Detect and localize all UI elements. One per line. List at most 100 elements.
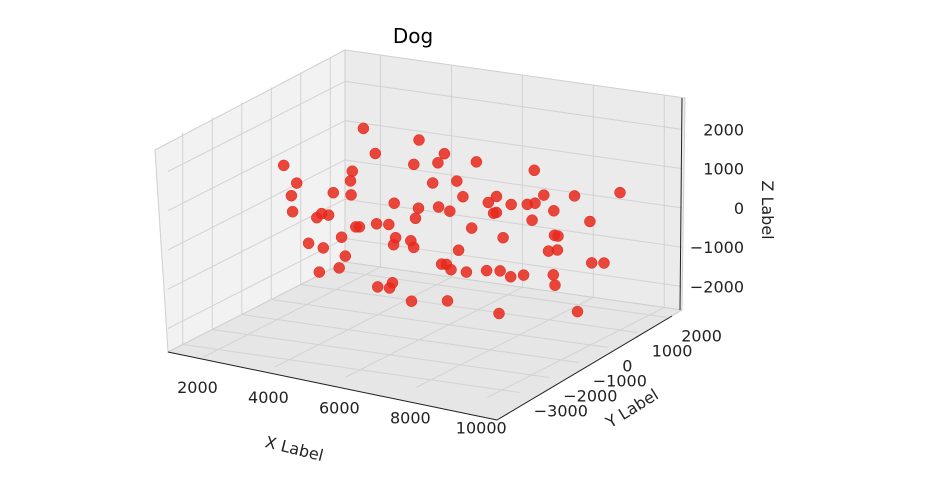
data-point: [465, 222, 478, 234]
data-point: [451, 175, 463, 187]
data-point: [345, 189, 357, 201]
z-tick-label: 1000: [703, 160, 744, 179]
x-axis-label: X Label: [263, 432, 325, 465]
grid-line: [212, 329, 550, 378]
data-point: [482, 196, 495, 209]
data-point: [452, 244, 465, 256]
data-point: [302, 237, 315, 250]
data-point: [286, 205, 299, 218]
grid-line: [241, 314, 579, 363]
x-tick-label: 10000: [456, 418, 507, 437]
grid-line: [344, 80, 683, 130]
data-point: [335, 231, 348, 243]
data-point: [548, 205, 560, 217]
z-tick-label: 0: [734, 199, 744, 218]
data-point: [571, 305, 584, 318]
data-point: [333, 262, 345, 274]
grid-line: [345, 286, 523, 378]
data-point: [383, 282, 396, 294]
data-point: [598, 257, 610, 269]
data-point: [460, 266, 473, 278]
data-point: [538, 189, 550, 201]
data-point: [568, 190, 581, 202]
data-point: [441, 295, 454, 307]
data-point: [353, 221, 366, 233]
grid-line: [271, 299, 609, 348]
data-point: [388, 197, 400, 209]
data-point: [517, 269, 530, 281]
x-tick-label: 2000: [177, 378, 218, 397]
data-point: [290, 177, 303, 189]
grid-line: [330, 269, 668, 318]
x-axis-line: [167, 351, 498, 421]
z-tick-label: 2000: [703, 120, 744, 139]
data-point: [614, 186, 626, 199]
data-point: [346, 165, 359, 177]
data-point: [389, 231, 402, 244]
data-point: [548, 229, 561, 242]
data-point: [487, 207, 500, 219]
x-tick-label: 4000: [248, 388, 289, 407]
data-point: [317, 242, 330, 254]
data-point: [344, 175, 357, 187]
data-point: [371, 281, 384, 293]
data-point: [584, 215, 596, 228]
y-tick-label: −3000: [534, 402, 588, 421]
grid-lines: [167, 55, 683, 398]
y-tick-label: −1000: [593, 372, 647, 391]
y-tick-label: 0: [622, 357, 632, 376]
data-point: [408, 158, 420, 171]
data-point: [432, 201, 445, 213]
data-point: [440, 258, 453, 271]
data-point: [528, 164, 541, 177]
data-point: [285, 189, 298, 202]
grid-line: [167, 80, 346, 172]
grid-line: [344, 198, 683, 248]
data-point: [480, 264, 493, 277]
data-point: [490, 190, 503, 203]
z-axis-line: [679, 97, 683, 311]
y-tick-label: 1000: [652, 342, 693, 361]
y-tick-label: 2000: [681, 327, 722, 346]
data-point: [412, 202, 425, 214]
data-point: [505, 198, 517, 211]
grid-line: [203, 266, 381, 358]
data-point: [547, 269, 560, 281]
grid-line: [344, 159, 683, 209]
data-point: [457, 190, 469, 203]
data-point: [409, 212, 422, 225]
data-point: [470, 156, 483, 168]
data-point: [383, 218, 395, 231]
data-point: [529, 197, 541, 209]
grid-line: [344, 120, 683, 170]
grid-line: [300, 284, 638, 333]
data-point: [313, 266, 326, 278]
data-point: [327, 186, 340, 199]
tick-labels: 200040006000800010000−3000−2000−10000100…: [177, 120, 744, 437]
data-point: [339, 250, 352, 262]
grid-line: [182, 344, 520, 393]
data-point: [277, 159, 290, 172]
data-point: [413, 134, 425, 146]
z-tick-label: −2000: [690, 277, 744, 296]
y-axis-line: [496, 315, 673, 421]
data-point: [432, 157, 444, 169]
z-tick-label: −1000: [690, 238, 744, 257]
x-tick-label: 6000: [319, 398, 360, 417]
data-point: [438, 147, 451, 160]
data-point: [405, 235, 417, 247]
data-point: [369, 147, 382, 160]
data-point: [549, 279, 561, 291]
x-tick-label: 8000: [390, 408, 431, 427]
data-point: [315, 207, 328, 220]
z-axis-label: Z Label: [758, 180, 777, 239]
data-point: [551, 244, 564, 256]
grid-line: [344, 237, 683, 287]
grid-line: [167, 237, 346, 329]
data-point: [526, 214, 538, 226]
grid-line: [167, 120, 346, 212]
data-point: [405, 295, 418, 307]
data-point: [585, 257, 598, 269]
